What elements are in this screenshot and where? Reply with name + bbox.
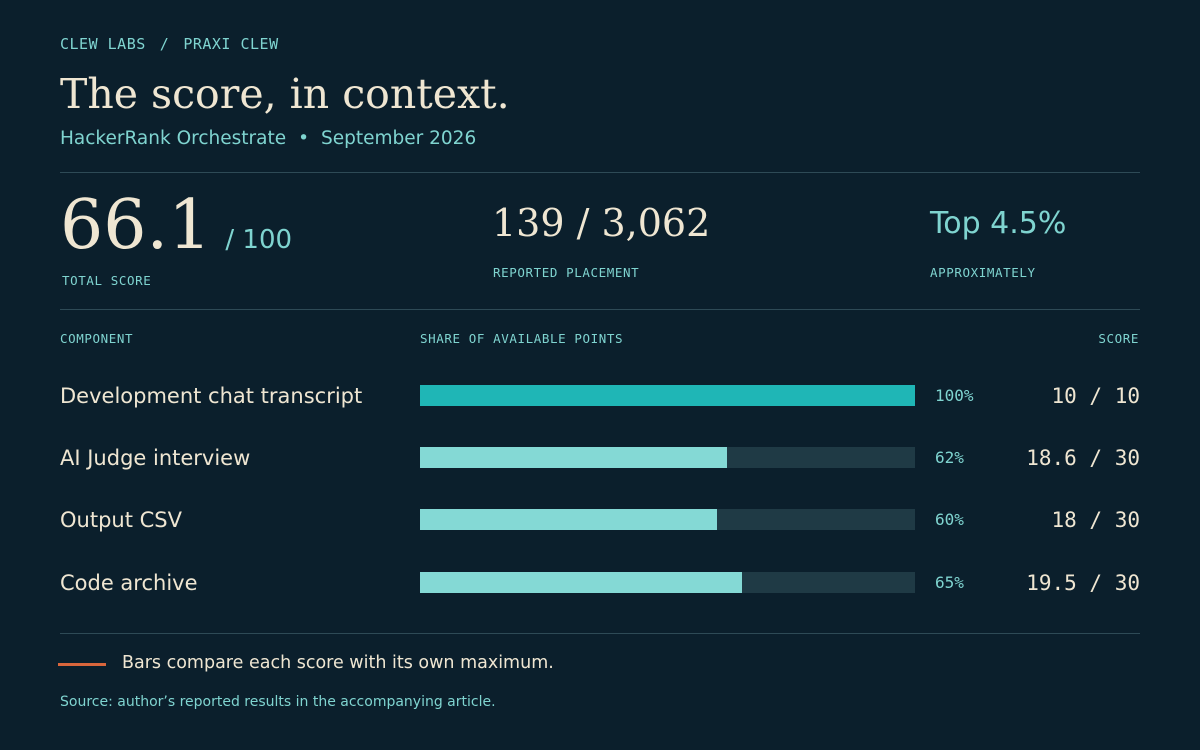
- placement-value: 139 / 3,062: [492, 201, 711, 245]
- bar-percent-label: 65%: [935, 573, 964, 592]
- bar: [420, 385, 915, 406]
- legend-swatch: [58, 663, 106, 666]
- bar-track: [420, 385, 915, 406]
- total-score-denominator: / 100: [225, 225, 293, 255]
- page-subtitle: HackerRank Orchestrate • September 2026: [60, 128, 476, 149]
- scorecard: CLEW LABS / PRAXI CLEW The score, in conte…: [58, 0, 1140, 750]
- bar-percent-label: 60%: [935, 510, 964, 529]
- table-row: Code archive 65% 19.5 / 30: [60, 563, 1140, 603]
- component-label: Output CSV: [60, 508, 182, 532]
- table-row: Output CSV 60% 18 / 30: [60, 500, 1140, 540]
- total-score-label: TOTAL SCORE: [62, 273, 152, 288]
- breadcrumb: CLEW LABS / PRAXI CLEW: [60, 35, 279, 53]
- total-score-value: 66.1: [60, 186, 212, 265]
- subtitle-date: September 2026: [321, 128, 477, 149]
- placement-label: REPORTED PLACEMENT: [493, 265, 640, 280]
- bar-percent-label: 62%: [935, 448, 964, 467]
- bar-percent-label: 100%: [935, 386, 974, 405]
- component-score: 18 / 30: [1051, 508, 1140, 532]
- bar-track: [420, 447, 915, 468]
- bar: [420, 447, 727, 468]
- component-score: 10 / 10: [1051, 384, 1140, 408]
- breadcrumb-org: CLEW LABS: [60, 35, 146, 53]
- bar-track: [420, 572, 915, 593]
- component-score: 19.5 / 30: [1026, 571, 1140, 595]
- total-score-stat: 66.1 / 100: [60, 186, 292, 265]
- bar: [420, 572, 742, 593]
- component-label: AI Judge interview: [60, 446, 251, 470]
- legend-text: Bars compare each score with its own max…: [122, 653, 554, 673]
- breadcrumb-separator: /: [159, 35, 170, 53]
- table-row: Development chat transcript 100% 10 / 10: [60, 376, 1140, 416]
- bar: [420, 509, 717, 530]
- page-title: The score, in context.: [60, 70, 510, 118]
- source-note: Source: author’s reported results in the…: [60, 694, 496, 710]
- component-score: 18.6 / 30: [1026, 446, 1140, 470]
- bar-track: [420, 509, 915, 530]
- table-row: AI Judge interview 62% 18.6 / 30: [60, 438, 1140, 478]
- divider-bottom: [60, 633, 1140, 634]
- divider-middle: [60, 309, 1140, 310]
- column-header-component: COMPONENT: [60, 331, 134, 346]
- divider-top: [60, 172, 1140, 173]
- column-header-share: SHARE OF AVAILABLE POINTS: [420, 331, 624, 346]
- rank-value: Top 4.5%: [930, 206, 1067, 241]
- subtitle-separator: •: [298, 128, 309, 149]
- component-label: Code archive: [60, 571, 198, 595]
- component-label: Development chat transcript: [60, 384, 363, 408]
- column-header-score: SCORE: [1098, 331, 1139, 346]
- subtitle-event: HackerRank Orchestrate: [60, 128, 287, 149]
- breadcrumb-project: PRAXI CLEW: [183, 35, 279, 53]
- rank-label: APPROXIMATELY: [930, 265, 1036, 280]
